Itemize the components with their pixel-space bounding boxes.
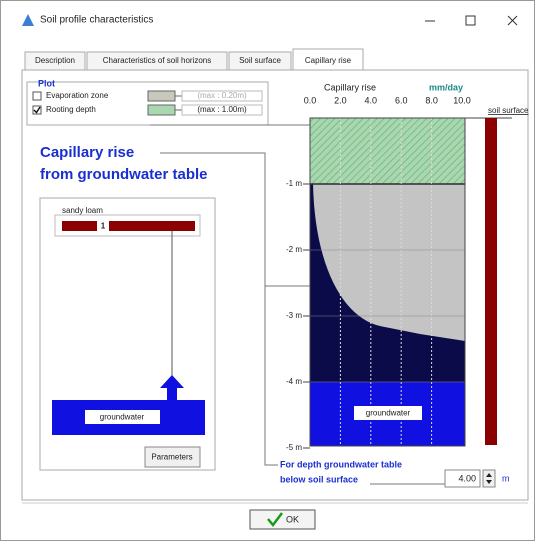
profile-groundwater-box: [354, 406, 422, 420]
profile-unit: mm/day: [429, 82, 463, 92]
plot-group: [26, 81, 269, 126]
root-zone: [310, 118, 465, 184]
depth-label: -4 m: [286, 377, 302, 386]
legend-swatch: [147, 104, 176, 116]
ok-check: [267, 512, 283, 528]
x-tick-label: 2.0: [334, 95, 347, 105]
close[interactable]: [507, 15, 518, 26]
x-tick-label: 4.0: [365, 95, 378, 105]
parameters-button[interactable]: [144, 446, 201, 468]
option-label: Rooting depth: [46, 105, 96, 114]
soil-column: [485, 118, 497, 445]
horizon-number: 1: [101, 222, 106, 231]
heading-line-1: Capillary rise: [40, 144, 134, 161]
tab-label: Description: [35, 56, 75, 65]
app-icon: [22, 14, 34, 26]
option-label: Evaporation zone: [46, 91, 109, 100]
ok-label: OK: [286, 514, 299, 524]
depth-input[interactable]: [444, 469, 481, 488]
surface-label: soil surface: [488, 106, 529, 115]
tab-label: Characteristics of soil horizons: [103, 56, 211, 65]
profile-title: Capillary rise: [324, 82, 376, 92]
tab-label: Capillary rise: [305, 56, 352, 65]
plot-group-title: Plot: [38, 78, 55, 88]
depth-label: -2 m: [286, 245, 302, 254]
title-bar: Soil profile characteristics: [22, 14, 518, 26]
horizon-label-box: [97, 221, 109, 231]
depth-label: -1 m: [286, 179, 302, 188]
window-title: Soil profile characteristics: [40, 15, 153, 26]
depth-value: 4.00: [458, 473, 476, 483]
tab-bar: Description Characteristics of soil horiz…: [24, 48, 364, 72]
depth-spinner[interactable]: [482, 469, 496, 488]
grid: 0.0 2.0 4.0 6.0 8.0 10.0 -1 m -2 m -3 m -4 m -5 m: [286, 95, 471, 452]
check-mark: [33, 106, 41, 114]
checkbox[interactable]: [32, 91, 42, 101]
max-box: [181, 90, 263, 102]
option-max: (max : 0.20m): [197, 91, 247, 100]
depth-label-1: For depth groundwater table: [280, 459, 402, 469]
ok-button[interactable]: [249, 509, 316, 530]
depth-unit: m: [502, 473, 510, 483]
profile-groundwater-label: groundwater: [366, 409, 411, 418]
depth-label: -3 m: [286, 311, 302, 320]
tab-label: Soil surface: [239, 56, 281, 65]
capillary-rise-area: [310, 184, 465, 382]
x-tick-label: 6.0: [395, 95, 408, 105]
depth-label: -5 m: [286, 443, 302, 452]
x-tick-label: 8.0: [425, 95, 438, 105]
x-tick-label: 0.0: [304, 95, 317, 105]
checkbox[interactable]: [32, 105, 42, 115]
groundwater-label: groundwater: [100, 413, 145, 422]
spinner-arrows: [486, 473, 492, 484]
rise-arrow: [160, 375, 184, 402]
maximize[interactable]: [465, 15, 476, 26]
option-max: (max : 1.00m): [197, 105, 247, 114]
legend-swatch: [147, 90, 176, 102]
soil-texture: sandy loam: [62, 206, 103, 215]
depth-label-2: below soil surface: [280, 474, 358, 484]
horizon-bar: [62, 221, 195, 231]
connector: [160, 152, 310, 466]
heading-line-2: from groundwater table: [40, 166, 208, 183]
x-tick-label: 10.0: [453, 95, 471, 105]
max-box: [181, 104, 263, 116]
parameters-button-label: Parameters: [151, 453, 192, 462]
plot-options: Evaporation zone (max : 0.20m) Rooting dep…: [32, 90, 263, 116]
groundwater-label-box: [85, 410, 160, 424]
